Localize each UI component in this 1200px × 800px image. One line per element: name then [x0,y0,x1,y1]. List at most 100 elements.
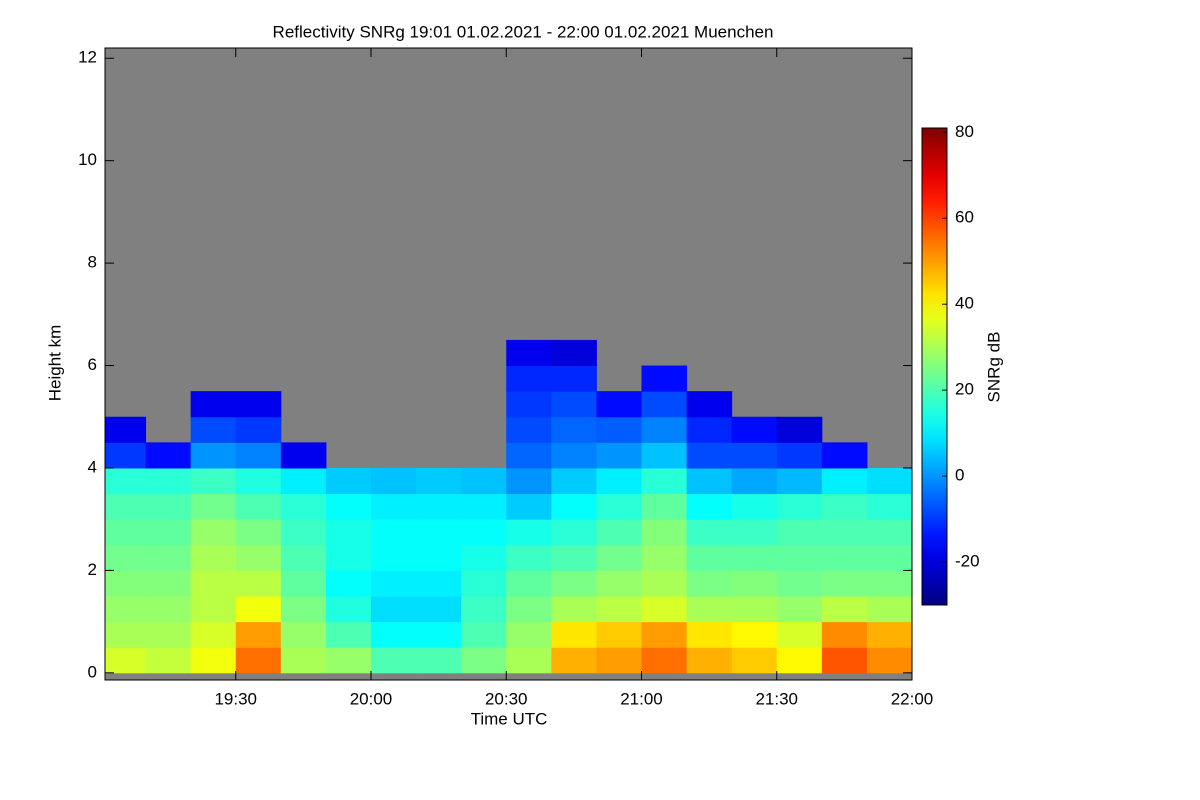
heatmap-cell [145,596,192,623]
heatmap-cell [551,621,597,648]
heatmap-cell [280,519,327,546]
y-tick-label: 6 [88,355,97,374]
heatmap-cell [731,416,778,443]
heatmap-cell [461,621,507,648]
heatmap-cell [596,570,642,597]
heatmap-cell [866,493,913,520]
heatmap-cell [145,493,192,520]
heatmap-cell [325,519,372,546]
heatmap-cell [821,621,868,648]
heatmap-cell [461,467,507,495]
heatmap-cell [105,493,147,520]
heatmap-cell [731,493,778,520]
y-tick-label: 2 [88,560,97,579]
x-tick-label: 21:30 [755,689,798,708]
heatmap-cell [506,596,552,623]
heatmap-cell [145,621,192,648]
heatmap-cell [866,544,913,571]
heatmap-cell [105,416,147,443]
heatmap-cell [821,493,868,520]
heatmap-cell [686,519,733,546]
heatmap-cell [416,621,462,648]
heatmap-cell [190,442,237,469]
heatmap-cell [280,596,327,623]
heatmap-cell [105,519,147,546]
heatmap-cell [551,596,597,623]
x-tick-label: 19:30 [214,689,257,708]
heatmap-cell [866,621,913,648]
heatmap-cell [776,519,823,546]
heatmap-cell [280,621,327,648]
heatmap-cell [105,647,147,674]
heatmap-cell [105,621,147,648]
heatmap-cell [325,621,372,648]
heatmap-cell [551,467,597,495]
heatmap-cell [731,621,778,648]
heatmap [105,48,913,680]
heatmap-cell [370,519,417,546]
heatmap-cell [416,647,462,674]
heatmap-cell [686,621,733,648]
heatmap-cell [866,570,913,597]
heatmap-cell [596,493,642,520]
heatmap-cell [866,519,913,546]
heatmap-cell [596,467,642,495]
heatmap-cell [866,596,913,623]
heatmap-cell [280,467,327,495]
heatmap-cell [280,570,327,597]
heatmap-cell [235,416,282,443]
heatmap-cell [461,647,507,674]
heatmap-cell [190,519,237,546]
heatmap-cell [235,467,282,495]
heatmap-cell [235,647,282,674]
heatmap-cell [821,596,868,623]
heatmap-cell [776,570,823,597]
heatmap-cell [551,519,597,546]
heatmap-cell [641,544,688,571]
y-axis-label: Height km [45,325,64,402]
heatmap-cell [370,596,417,623]
heatmap-cell [731,467,778,495]
heatmap-cell [821,570,868,597]
heatmap-cell [461,493,507,520]
heatmap-cell [641,519,688,546]
heatmap-cell [280,442,327,469]
heatmap-cell [776,647,823,674]
heatmap-cell [776,621,823,648]
heatmap-cell [506,467,552,495]
heatmap-cell [821,647,868,674]
heatmap-cell [461,570,507,597]
heatmap-cell [370,570,417,597]
heatmap-cell [641,416,688,443]
heatmap-cell [686,647,733,674]
colorbar-tick-label: 20 [955,380,974,399]
heatmap-cell [461,544,507,571]
heatmap-cell [190,621,237,648]
heatmap-cell [235,621,282,648]
plot-frame [104,47,913,681]
heatmap-cell [596,391,642,418]
heatmap-cell [776,493,823,520]
heatmap-cell [370,544,417,571]
heatmap-cell [506,391,552,418]
heatmap-cell [686,391,733,418]
colorbar-tick-label: 80 [955,122,974,141]
chart-title: Reflectivity SNRg 19:01 01.02.2021 - 22:… [273,22,774,41]
heatmap-cell [551,647,597,674]
heatmap-cell [686,416,733,443]
heatmap-cell [596,621,642,648]
heatmap-cell [596,596,642,623]
heatmap-cell [105,544,147,571]
heatmap-cell [506,647,552,674]
heatmap-cell [416,467,462,495]
heatmap-cell [190,596,237,623]
heatmap-cell [866,467,913,495]
heatmap-cell [686,442,733,469]
heatmap-cell [105,442,147,469]
heatmap-cell [235,596,282,623]
heatmap-cell [235,544,282,571]
heatmap-cell [235,570,282,597]
heatmap-cell [686,570,733,597]
heatmap-cell [686,596,733,623]
